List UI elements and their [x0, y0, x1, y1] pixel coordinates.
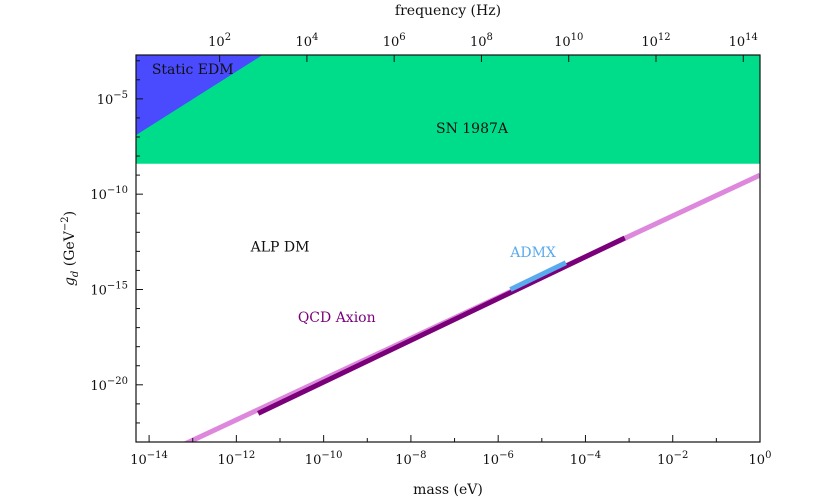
axes	[135, 54, 761, 443]
top-axis-title: frequency (Hz)	[395, 3, 501, 19]
x-tick-label: 100	[749, 450, 772, 468]
series-admx	[509, 260, 567, 292]
top-tick-label: 1012	[641, 32, 670, 50]
annotation-sn-1987a: SN 1987A	[436, 121, 509, 137]
region-static-edm	[136, 55, 263, 136]
top-tick-label: 108	[470, 32, 493, 50]
series-qcd-axion	[257, 235, 626, 416]
y-tick-label: 10−20	[90, 376, 128, 394]
x-tick-label: 10−10	[305, 450, 343, 468]
labels: 10−14 10−12 10−10 10−8 10−6 10−4 10−2 100 10−5 10…	[60, 3, 771, 498]
top-tick-label: 102	[208, 32, 231, 50]
plot-frame	[135, 54, 761, 443]
top-tick-label: 106	[383, 32, 406, 50]
annotation-alp-dm: ALP DM	[250, 239, 310, 255]
y-tick-label: 10−10	[90, 185, 128, 203]
x-tick-label: 10−4	[570, 450, 601, 468]
annotation-qcd-axion: QCD Axion	[298, 310, 376, 326]
plot-content	[136, 55, 760, 442]
x-axis-title: mass (eV)	[413, 482, 483, 498]
x-tick-label: 10−12	[218, 450, 256, 468]
x-tick-label: 10−8	[395, 450, 426, 468]
top-tick-label: 104	[295, 32, 318, 50]
y-axis-title: gd (GeV−2)	[60, 211, 81, 286]
annotation-static-edm: Static EDM	[152, 62, 234, 78]
plot-area	[136, 55, 760, 442]
y-tick-label: 10−5	[97, 90, 128, 108]
top-tick-label: 1014	[729, 32, 758, 50]
x-tick-label: 10−6	[483, 450, 514, 468]
x-tick-label: 10−14	[130, 450, 168, 468]
region-sn-1987a	[136, 55, 760, 164]
x-tick-label: 10−2	[657, 450, 688, 468]
top-tick-label: 1010	[554, 32, 583, 50]
annotation-admx: ADMX	[509, 245, 556, 261]
y-tick-label: 10−15	[90, 280, 128, 298]
